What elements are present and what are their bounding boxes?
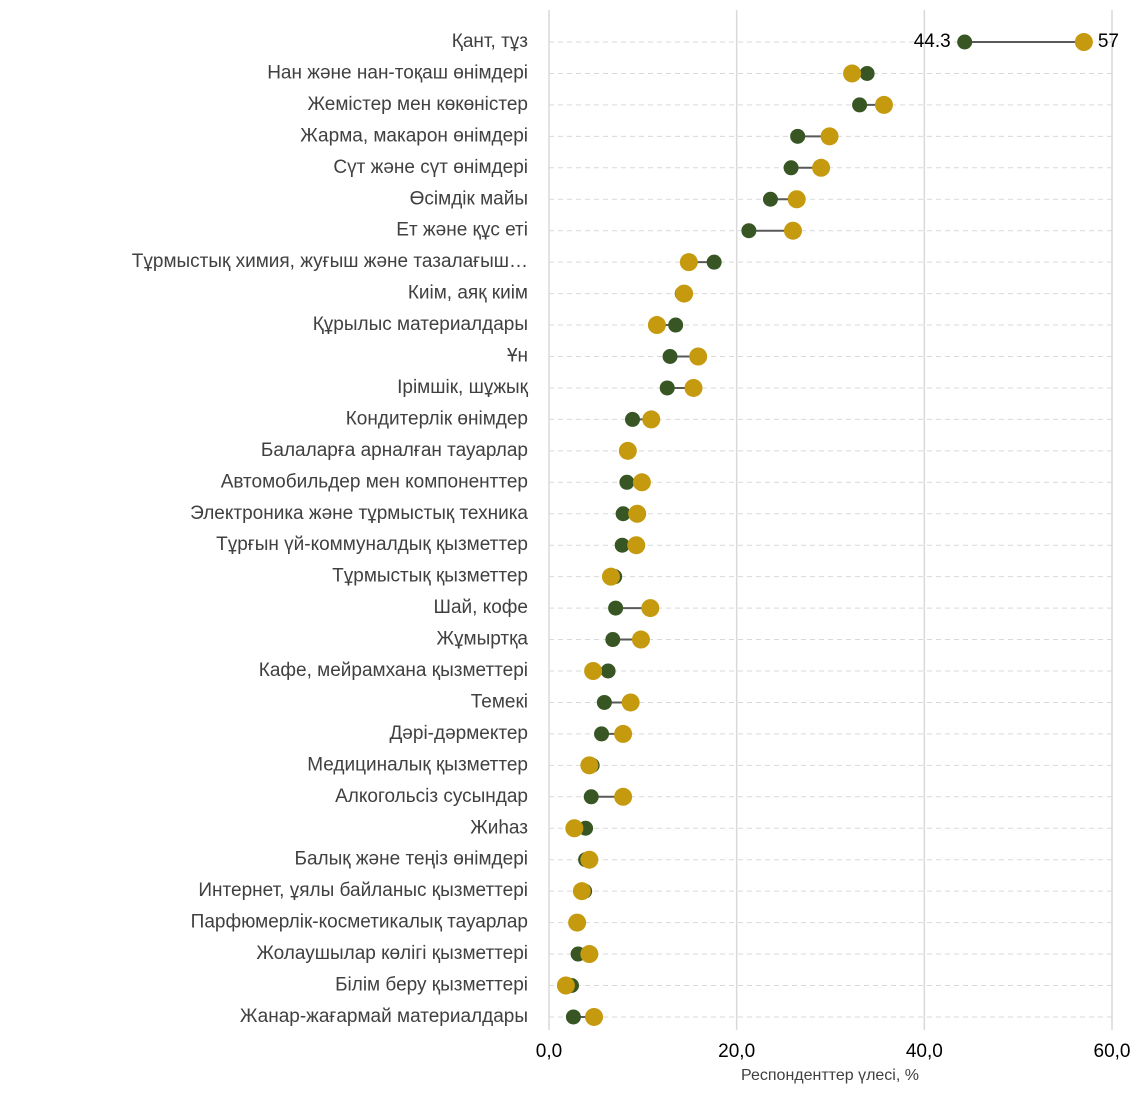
dot	[820, 127, 839, 146]
y-tick-label: Өсімдік майы	[410, 188, 528, 209]
dot	[580, 945, 599, 964]
dot	[585, 1007, 604, 1026]
y-tick-label: Интернет, ұялы байланыс қызметтері	[198, 880, 528, 901]
dot	[659, 380, 675, 396]
y-tick-label: Жанар-жағармай материалдары	[240, 1006, 528, 1027]
y-tick-label: Автомобильдер мен компоненттер	[221, 471, 528, 492]
dot	[568, 913, 587, 932]
x-tick-label: 60,0	[1094, 1041, 1131, 1062]
dot	[605, 632, 621, 648]
dot	[647, 316, 666, 335]
dot	[812, 158, 831, 177]
dot	[580, 756, 599, 775]
y-tick-label: Жұмыртқа	[437, 629, 529, 650]
y-tick-label: Кафе, мейрамхана қызметтері	[259, 660, 528, 681]
y-tick-label: Сүт және сүт өнімдері	[333, 157, 528, 178]
dot	[614, 724, 633, 743]
dot	[762, 191, 778, 207]
dot	[741, 223, 757, 239]
dot	[618, 441, 637, 460]
x-axis-title: Респонденттер үлесі, %	[741, 1067, 919, 1084]
y-tick-label: Шай, кофе	[434, 597, 528, 618]
dot	[584, 662, 603, 680]
y-tick-label: Білім беру қызметтері	[335, 975, 528, 996]
y-tick-label: Алкогольсіз сусындар	[335, 786, 528, 807]
dot	[601, 567, 620, 586]
dot	[642, 410, 661, 429]
y-tick-label: Медициналық қызметтер	[307, 754, 528, 775]
x-tick-label: 40,0	[906, 1041, 943, 1062]
y-tick-label: Тұрғын үй-коммуналдық қызметтер	[216, 534, 528, 555]
dot	[668, 317, 684, 333]
dot	[583, 789, 599, 805]
y-tick-label: Ірімшік, шұжық	[397, 377, 529, 398]
y-tick-label: Киім, аяқ киім	[408, 283, 528, 304]
dot	[631, 630, 650, 649]
dot	[684, 378, 703, 397]
dot	[615, 506, 631, 522]
dot	[641, 599, 660, 618]
y-tick-label: Жарма, макарон өнімдері	[300, 125, 528, 146]
dot	[580, 850, 599, 869]
dot	[594, 726, 610, 742]
dot	[628, 504, 647, 523]
dot	[706, 254, 722, 270]
value-label: 44.3	[914, 31, 951, 52]
dot	[783, 160, 799, 176]
dot	[565, 819, 584, 838]
dot	[627, 536, 646, 555]
dot	[783, 221, 802, 240]
y-tick-label: Құрылыс материалдары	[313, 314, 528, 335]
dot	[852, 97, 868, 113]
y-tick-label: Ұн	[507, 346, 528, 367]
dot	[843, 64, 862, 83]
y-tick-label: Тұрмыстық химия, жуғыш және тазалағыш…	[132, 251, 528, 272]
dot	[565, 1009, 581, 1025]
dot	[608, 600, 624, 616]
y-tick-label: Балаларға арналған тауарлар	[261, 440, 528, 461]
y-tick-label: Балық және теңіз өнімдері	[294, 849, 528, 870]
y-tick-label: Кондитерлік өнімдер	[346, 408, 528, 429]
y-tick-label: Темекі	[471, 691, 528, 712]
dot	[572, 882, 591, 901]
y-tick-label: Электроника және тұрмыстық техника	[190, 503, 528, 524]
dot	[614, 787, 633, 806]
y-tick-label: Дәрі-дәрмектер	[389, 723, 528, 744]
dot	[632, 473, 651, 492]
dot	[662, 349, 678, 364]
dot	[614, 537, 630, 553]
y-tick-label: Жолаушылар көлігі қызметтері	[256, 943, 528, 964]
y-tick-label: Нан және нан-тоқаш өнімдері	[267, 62, 528, 83]
dot	[859, 65, 875, 81]
dot	[787, 190, 806, 209]
dot	[600, 663, 616, 679]
dot	[790, 128, 806, 144]
y-tick-label: Жемістер мен көкөністер	[307, 94, 528, 115]
x-tick-label: 0,0	[536, 1041, 562, 1062]
dot	[619, 474, 635, 490]
value-label: 57	[1098, 31, 1119, 52]
dot	[596, 694, 612, 710]
dot	[675, 284, 694, 303]
dot	[625, 411, 641, 427]
y-tick-label: Тұрмыстық қызметтер	[332, 566, 528, 587]
dot	[621, 693, 640, 712]
dot	[689, 347, 708, 366]
y-tick-label: Ет және құс еті	[396, 220, 528, 241]
y-tick-label: Парфюмерлік-косметикалық тауарлар	[191, 912, 528, 933]
dot	[874, 95, 893, 114]
dot	[679, 253, 698, 272]
x-tick-label: 20,0	[718, 1041, 755, 1062]
dot	[556, 976, 575, 995]
y-tick-label: Қант, тұз	[452, 31, 528, 52]
dot	[957, 34, 973, 50]
dot	[1074, 33, 1093, 51]
y-tick-label: Жиһаз	[470, 817, 528, 838]
